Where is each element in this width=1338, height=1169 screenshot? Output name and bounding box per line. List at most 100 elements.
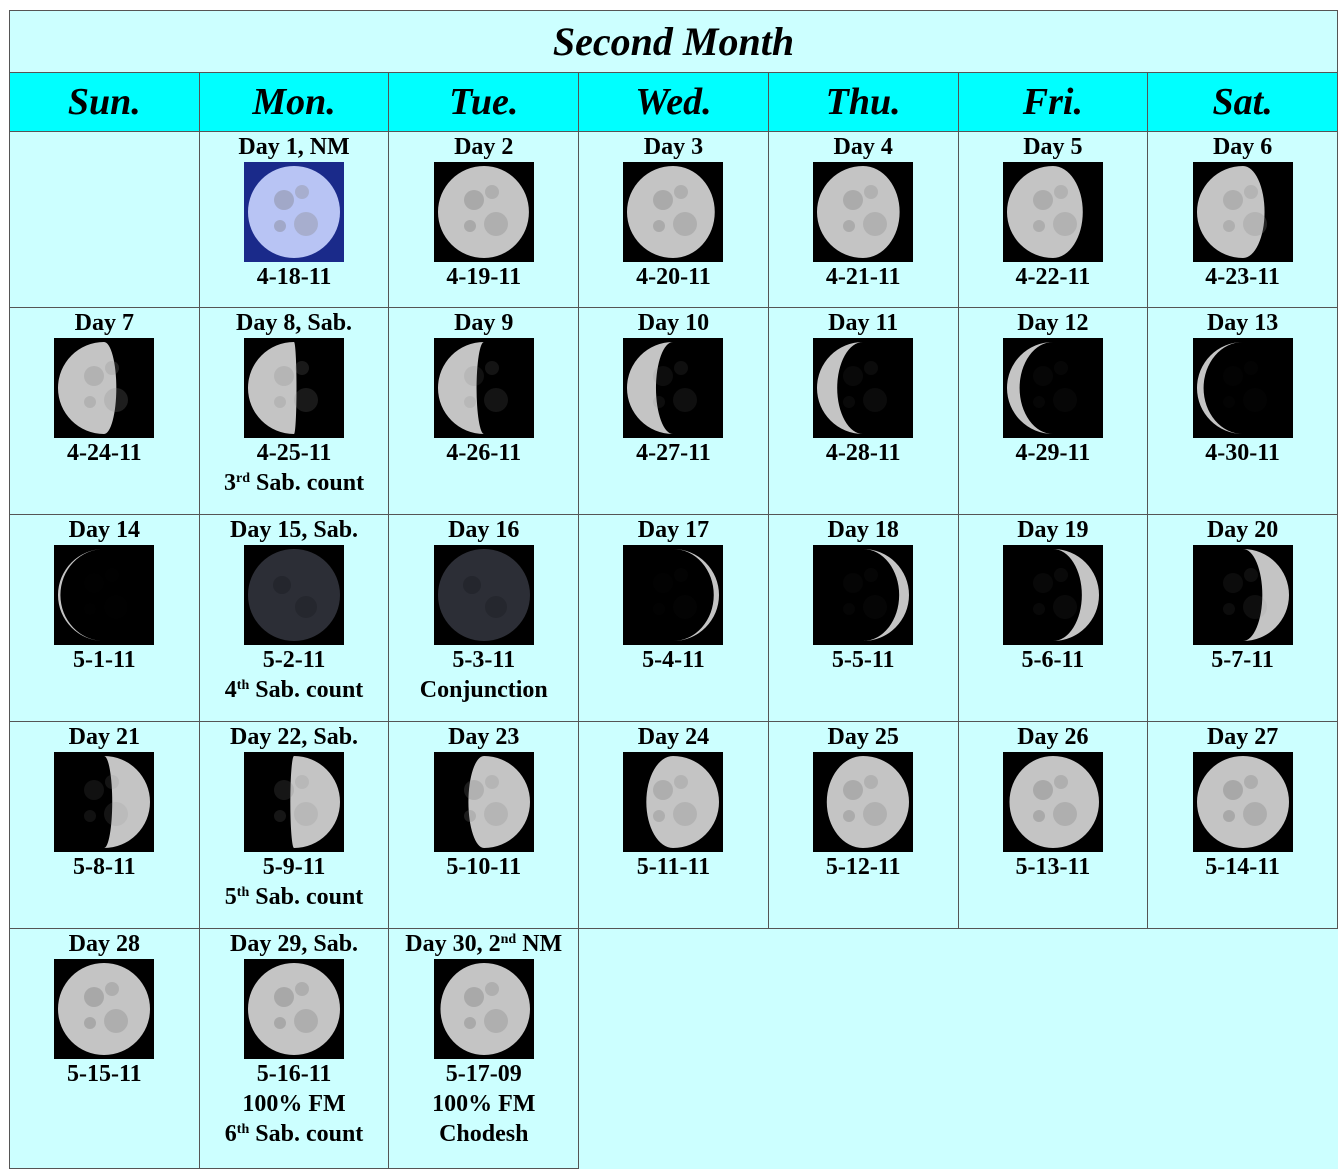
- date-label: 5-8-11: [10, 852, 199, 882]
- weekday-header: Tue.: [389, 73, 579, 132]
- date-label: 5-2-11: [200, 645, 389, 675]
- day-label: Day 6: [1148, 132, 1337, 162]
- moon-image: [54, 338, 154, 438]
- date-label: 5-7-11: [1148, 645, 1337, 675]
- date-label: 5-17-09: [389, 1059, 578, 1089]
- day-label: Day 15, Sab.: [200, 515, 389, 545]
- date-label: 5-14-11: [1148, 852, 1337, 882]
- day-label: Day 9: [389, 308, 578, 338]
- moon-image: [623, 162, 723, 262]
- page: Second Month Sun.Mon.Tue.Wed.Thu.Fri.Sat…: [0, 0, 1338, 1161]
- moon-image: [1193, 752, 1293, 852]
- moon-image: [1193, 545, 1293, 645]
- day-label: Day 24: [579, 722, 768, 752]
- weekday-header: Wed.: [579, 73, 769, 132]
- note: Chodesh: [389, 1119, 578, 1149]
- day-label: Day 17: [579, 515, 768, 545]
- day-label: Day 16: [389, 515, 578, 545]
- day-label: Day 12: [959, 308, 1148, 338]
- moon-image: [813, 752, 913, 852]
- date-label: 5-15-11: [10, 1059, 199, 1089]
- day-cell: Day 3 4-20-11: [579, 132, 769, 308]
- date-label: 4-29-11: [959, 438, 1148, 468]
- weekday-header: Mon.: [199, 73, 389, 132]
- day-label: Day 8, Sab.: [200, 308, 389, 338]
- moon-image: [244, 545, 344, 645]
- moon-image: [813, 162, 913, 262]
- day-label: Day 22, Sab.: [200, 722, 389, 752]
- date-label: 5-16-11: [200, 1059, 389, 1089]
- day-cell: Day 20 5-7-11: [1148, 515, 1338, 722]
- day-cell: Day 18 5-5-11: [768, 515, 958, 722]
- moon-image: [1003, 752, 1103, 852]
- date-label: 5-10-11: [389, 852, 578, 882]
- date-label: 5-12-11: [769, 852, 958, 882]
- date-label: 4-24-11: [10, 438, 199, 468]
- date-label: 4-19-11: [389, 262, 578, 292]
- date-label: 5-9-11: [200, 852, 389, 882]
- day-cell: Day 4 4-21-11: [768, 132, 958, 308]
- date-label: 5-1-11: [10, 645, 199, 675]
- date-label: 5-11-11: [579, 852, 768, 882]
- date-label: 4-21-11: [769, 262, 958, 292]
- note: 3rd Sab. count: [200, 468, 389, 498]
- day-label: Day 7: [10, 308, 199, 338]
- date-label: 4-30-11: [1148, 438, 1337, 468]
- calendar: Second Month Sun.Mon.Tue.Wed.Thu.Fri.Sat…: [9, 10, 1338, 1169]
- note: 100% FM: [200, 1089, 389, 1119]
- day-label: Day 26: [959, 722, 1148, 752]
- date-label: 4-26-11: [389, 438, 578, 468]
- day-cell: [10, 132, 200, 308]
- date-label: 4-25-11: [200, 438, 389, 468]
- moon-image: [54, 545, 154, 645]
- day-label: Day 30, 2nd NM: [389, 929, 578, 959]
- day-label: Day 23: [389, 722, 578, 752]
- date-label: 4-28-11: [769, 438, 958, 468]
- moon-image: [623, 752, 723, 852]
- day-label: Day 3: [579, 132, 768, 162]
- moon-image: [623, 545, 723, 645]
- day-label: Day 20: [1148, 515, 1337, 545]
- moon-image: [434, 162, 534, 262]
- moon-image: [54, 752, 154, 852]
- date-label: 5-6-11: [959, 645, 1148, 675]
- note: 100% FM: [389, 1089, 578, 1119]
- moon-image: [813, 338, 913, 438]
- moon-image: [434, 752, 534, 852]
- date-label: 5-5-11: [769, 645, 958, 675]
- date-label: 4-20-11: [579, 262, 768, 292]
- moon-image: [1193, 162, 1293, 262]
- date-label: 4-22-11: [959, 262, 1148, 292]
- day-label: Day 18: [769, 515, 958, 545]
- day-label: Day 4: [769, 132, 958, 162]
- moon-image: [434, 338, 534, 438]
- note: Conjunction: [389, 675, 578, 705]
- weekday-header: Sat.: [1148, 73, 1338, 132]
- weekday-header: Thu.: [768, 73, 958, 132]
- moon-image: [623, 338, 723, 438]
- moon-image: [244, 752, 344, 852]
- calendar-title: Second Month: [10, 11, 1338, 73]
- moon-image: [434, 545, 534, 645]
- moon-image: [54, 959, 154, 1059]
